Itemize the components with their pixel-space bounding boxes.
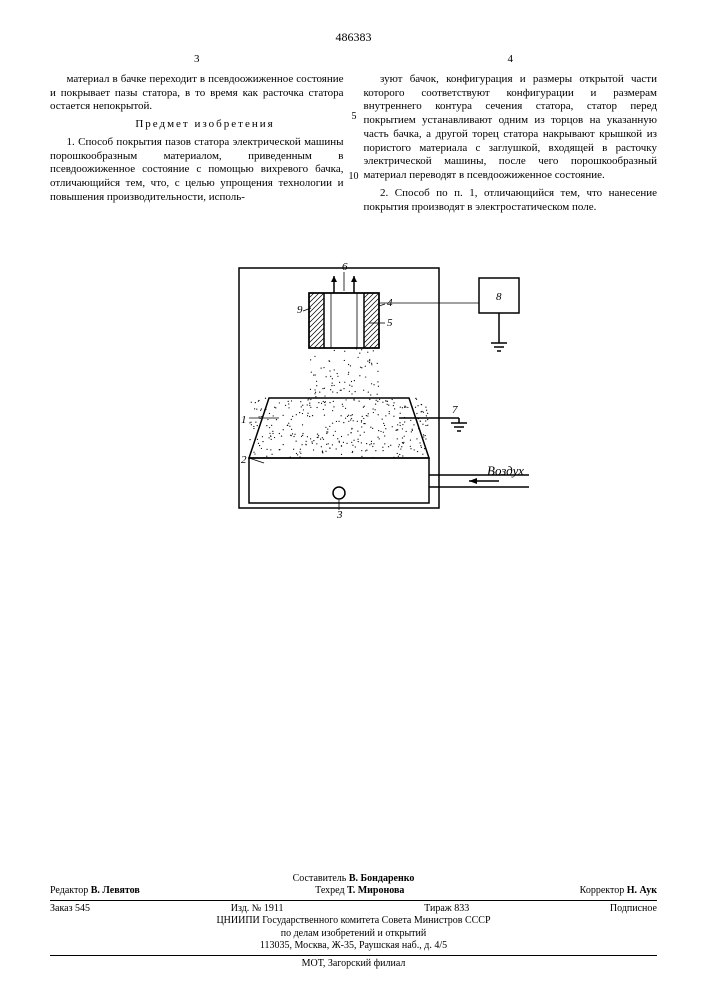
svg-text:7: 7: [452, 404, 458, 416]
line-number-5: 5: [352, 111, 357, 124]
subscription: Подписное: [610, 903, 657, 916]
compiler-name: В. Бондаренко: [349, 873, 415, 884]
address: 113035, Москва, Ж-35, Раушская наб., д. …: [50, 940, 657, 953]
corrector-label: Корректор: [580, 885, 625, 896]
line-number-10: 10: [349, 171, 359, 184]
footer-rule-2: [50, 955, 657, 956]
issue-num: 1911: [264, 903, 284, 914]
text-columns: 3 материал в бачке переходит в псевдоожи…: [50, 53, 657, 218]
circulation-num: 833: [454, 903, 469, 914]
document-number: 486383: [50, 30, 657, 45]
editor-name: В. Левятов: [91, 885, 140, 896]
svg-text:1: 1: [241, 414, 247, 426]
footer-rule-1: [50, 900, 657, 901]
col-number-right: 4: [364, 53, 658, 67]
org-line-2: по делам изобретений и открытий: [50, 928, 657, 941]
printer: МОТ, Загорский филиал: [50, 958, 657, 971]
claim-2: 2. Способ по п. 1, отличающийся тем, что…: [364, 187, 658, 215]
right-column: 4 5 10 зуют бачок, конфигурация и размер…: [364, 53, 658, 218]
issue-label: Изд. №: [231, 903, 262, 914]
claim-1: 1. Способ покрытия пазов статора электри…: [50, 136, 344, 205]
editor-label: Редактор: [50, 885, 88, 896]
footer: Составитель В. Бондаренко Редактор В. Ле…: [50, 873, 657, 971]
page: 486383 3 материал в бачке переходит в пс…: [0, 0, 707, 1000]
svg-text:6: 6: [342, 261, 348, 273]
col-number-left: 3: [50, 53, 344, 67]
order-label: Заказ: [50, 903, 73, 914]
left-para-1: материал в бачке переходит в псевдоожиже…: [50, 73, 344, 114]
left-column: 3 материал в бачке переходит в псевдоожи…: [50, 53, 344, 218]
svg-text:9: 9: [297, 304, 303, 316]
tech-editor-label: Техред: [315, 885, 344, 896]
svg-text:8: 8: [496, 291, 502, 303]
svg-text:2: 2: [241, 454, 247, 466]
svg-text:3: 3: [336, 509, 343, 521]
svg-text:4: 4: [387, 297, 393, 309]
tech-editor-name: Т. Миронова: [347, 885, 404, 896]
right-para-1: зуют бачок, конфигурация и размеры откры…: [364, 73, 658, 183]
order-num: 545: [75, 903, 90, 914]
circulation-label: Тираж: [424, 903, 452, 914]
claims-heading: Предмет изобретения: [50, 118, 344, 132]
corrector-name: Н. Аук: [627, 885, 657, 896]
svg-text:Воздух: Воздух: [487, 463, 524, 478]
compiler-label: Составитель: [293, 873, 347, 884]
diagram-figure: Воздух 1 2 3 4 5 6 7 8 9: [169, 258, 539, 538]
org-line-1: ЦНИИПИ Государственного комитета Совета …: [50, 915, 657, 928]
svg-text:5: 5: [387, 317, 393, 329]
